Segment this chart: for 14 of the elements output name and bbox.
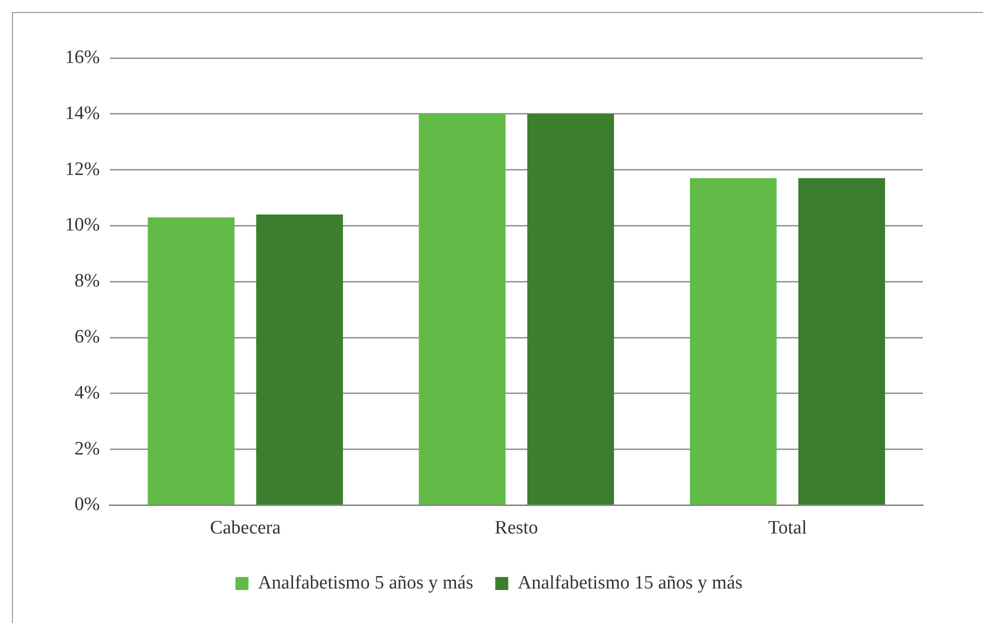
- y-tick-label: 10%: [65, 214, 100, 236]
- y-tick-label: 2%: [74, 438, 100, 460]
- y-tick-label: 0%: [74, 494, 100, 516]
- legend-label: Analfabetismo 15 años y más: [518, 572, 743, 594]
- y-tick-label: 4%: [74, 382, 100, 404]
- x-tick-label: Resto: [494, 518, 538, 539]
- y-tick-label: 6%: [74, 326, 100, 348]
- x-tick-label: Total: [768, 518, 807, 539]
- y-tick-label: 8%: [74, 270, 100, 292]
- y-tick-label: 16%: [65, 46, 100, 68]
- legend-label: Analfabetismo 5 años y más: [258, 572, 474, 594]
- x-tick-label: Cabecera: [210, 518, 282, 539]
- y-tick-label: 14%: [65, 102, 100, 124]
- y-tick-label: 12%: [65, 158, 100, 180]
